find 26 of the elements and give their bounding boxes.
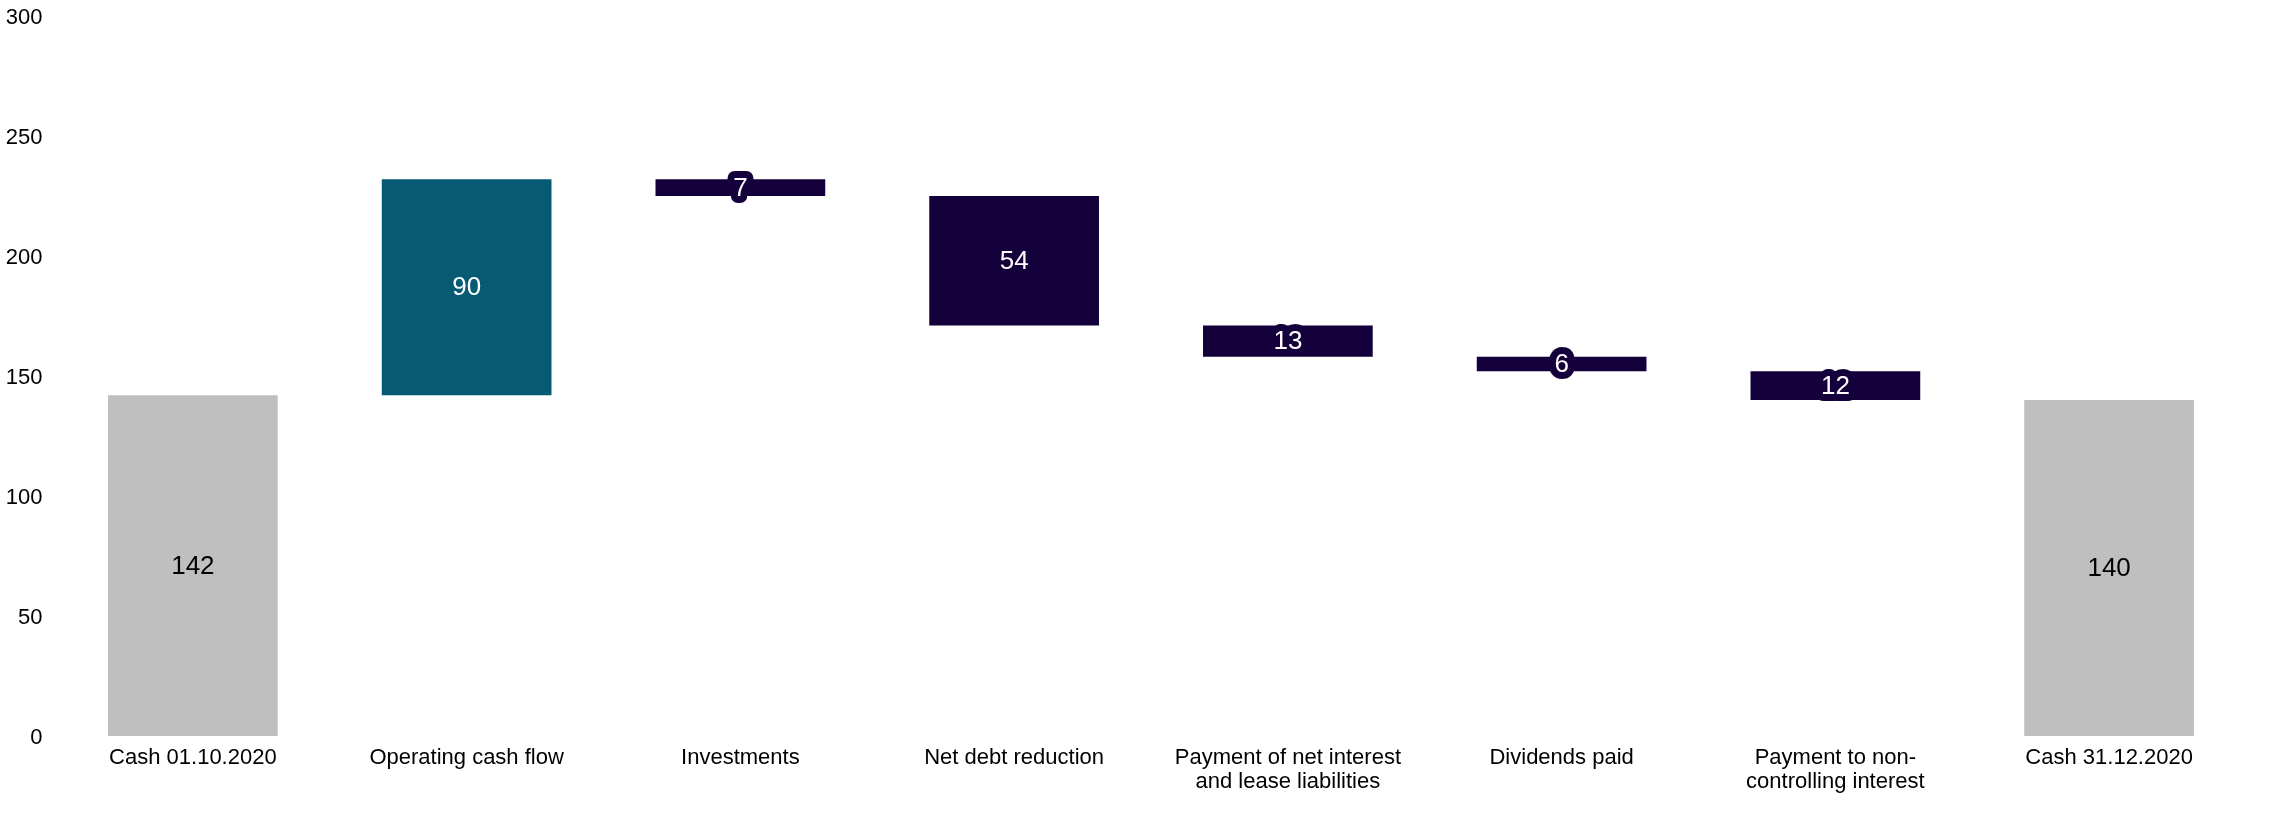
x-tick-label: Payment of net interest and lease liabilities bbox=[1174, 743, 1401, 793]
y-tick-label: 0 bbox=[30, 723, 43, 749]
x-tick-label: Net debt reduction bbox=[924, 743, 1105, 769]
bar bbox=[108, 395, 278, 736]
data-label: 54 bbox=[999, 244, 1029, 275]
x-tick-label: Payment to non-controlling interest bbox=[1746, 743, 1925, 793]
data-label: 13 bbox=[1273, 325, 1303, 356]
x-tick-label: Operating cash flow bbox=[369, 743, 564, 769]
y-tick-label: 150 bbox=[5, 363, 43, 389]
y-tick-label: 200 bbox=[5, 243, 43, 269]
data-label: 12 bbox=[1820, 369, 1850, 400]
data-label: 140 bbox=[2087, 552, 2131, 582]
bar bbox=[929, 196, 1099, 326]
bar bbox=[381, 179, 552, 396]
bar bbox=[2024, 400, 2194, 736]
y-tick-label: 50 bbox=[18, 603, 43, 629]
data-label: 142 bbox=[171, 549, 215, 580]
x-tick-label: Dividends paid bbox=[1489, 743, 1634, 769]
y-tick-label: 100 bbox=[5, 483, 43, 509]
data-label: 90 bbox=[452, 271, 482, 302]
x-tick-label: Cash 01.10.2020 bbox=[109, 743, 277, 769]
x-tick-label: Investments bbox=[681, 743, 800, 769]
data-label: 6 bbox=[1554, 348, 1569, 378]
y-tick-label: 300 bbox=[5, 3, 43, 29]
x-tick-label: Cash 31.12.2020 bbox=[2025, 743, 2193, 769]
y-tick-label: 250 bbox=[5, 123, 43, 149]
